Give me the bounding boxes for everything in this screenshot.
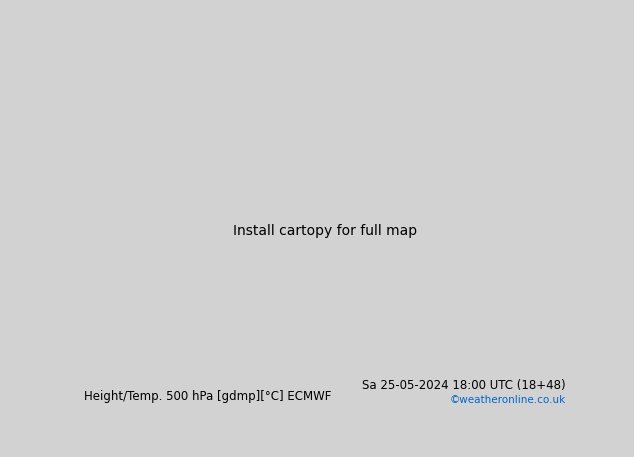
Text: Sa 25-05-2024 18:00 UTC (18+48): Sa 25-05-2024 18:00 UTC (18+48) [362, 379, 566, 392]
Text: ©weatheronline.co.uk: ©weatheronline.co.uk [450, 395, 566, 405]
Text: Height/Temp. 500 hPa [gdmp][°C] ECMWF: Height/Temp. 500 hPa [gdmp][°C] ECMWF [84, 390, 332, 403]
Text: Install cartopy for full map: Install cartopy for full map [233, 224, 417, 238]
